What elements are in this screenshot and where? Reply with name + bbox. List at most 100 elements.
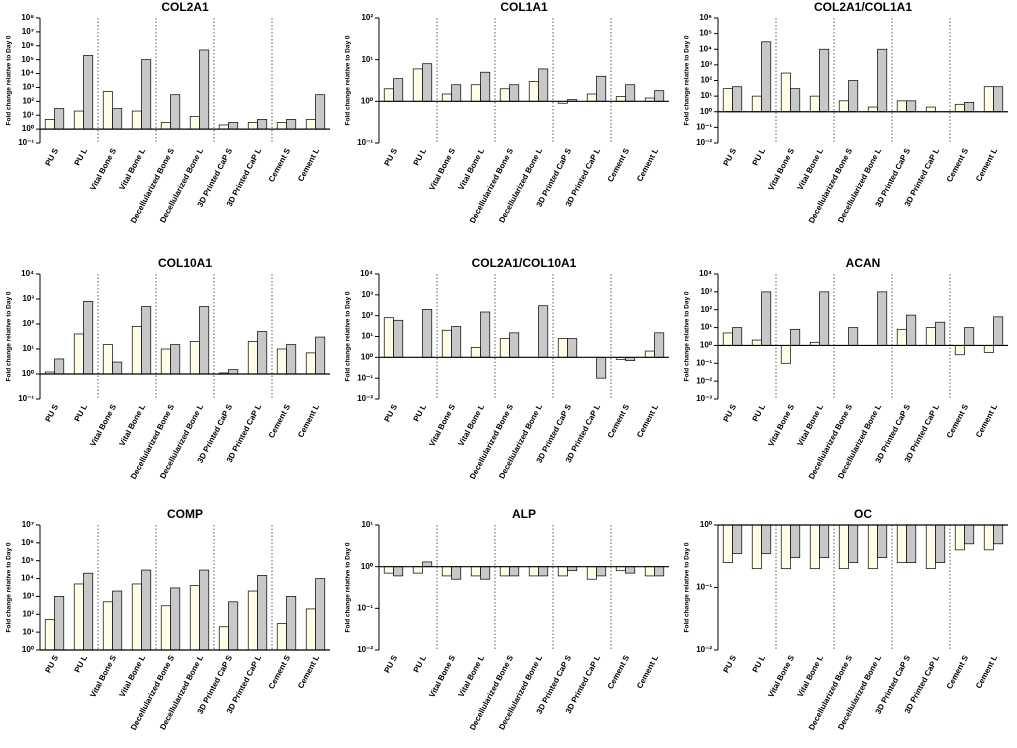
x-tick-label: PU L [412,654,429,674]
bar [112,361,123,375]
bar [983,345,994,353]
y-axis-label: Fold change relative to Day 0 [684,291,691,381]
x-tick-label: Vital Bone S [427,402,457,448]
bar [819,291,830,346]
bar [954,103,965,113]
x-tick-label: Cement L [635,147,660,184]
bar [838,100,849,113]
bar [761,524,772,554]
y-axis-label: Fold change relative to Day 0 [684,542,691,632]
bar [383,317,394,358]
bar [83,55,94,130]
y-tick-label: 10¹ [22,627,34,636]
bar [567,566,578,572]
bar [286,596,297,651]
bar [112,590,123,651]
bar [393,566,404,577]
y-tick-label: 10⁻² [696,376,712,385]
bar [422,309,433,358]
bar [170,344,181,375]
x-tick-label: Vital Bone L [457,403,487,448]
bar [586,93,597,102]
x-tick-label: Cement S [606,146,632,183]
y-tick-label: 10⁰ [22,124,35,133]
bar [877,524,888,559]
bar [305,608,316,651]
y-tick-label: 10⁷ [22,520,34,529]
bar [780,524,791,570]
bar [131,110,142,130]
y-tick-label: 10⁰ [361,96,374,105]
bar [809,524,820,570]
y-tick-label: 10⁵ [21,55,34,64]
y-tick-label: 10⁴ [21,69,34,78]
bar [199,569,210,651]
y-tick-label: 10² [22,609,34,618]
y-tick-label: 10⁰ [22,369,35,378]
bar [499,338,510,358]
bar [422,63,433,102]
y-tick-label: 10⁰ [700,341,713,350]
x-tick-label: Vital Bone S [427,146,457,192]
bar [305,352,316,375]
bar [615,566,626,572]
chart-title: COL2A1/COL1A1 [814,0,912,14]
y-axis-label: Fold change relative to Day 0 [345,291,352,381]
bar [993,316,1004,346]
y-tick-label: 10⁻¹ [696,122,712,131]
bar [925,327,936,346]
bar [954,524,965,551]
bar [451,84,462,102]
bar [761,41,772,113]
bar [73,583,84,651]
bar [654,332,665,358]
y-tick-label: 10⁻¹ [18,394,34,403]
bar [761,291,772,346]
bar [393,319,404,358]
bar [189,116,200,130]
bar [228,122,239,130]
y-tick-label: 10⁻³ [696,394,712,403]
bar [538,566,549,577]
bar [315,336,326,375]
y-tick-label: 10¹ [361,332,373,341]
bar [596,75,607,102]
bar [509,332,520,358]
y-tick-label: 10⁻¹ [357,373,373,382]
y-tick-label: 10⁻¹ [357,603,373,612]
y-axis-label: Fold change relative to Day 0 [345,35,352,125]
y-tick-label: 10⁰ [700,520,713,529]
bar [896,524,907,563]
bar [247,590,258,651]
bar [102,91,113,130]
y-tick-label: 10⁴ [699,269,712,278]
bar [228,369,239,375]
bar [218,124,229,130]
bar [170,587,181,651]
x-tick-label: PU L [73,403,90,423]
x-tick-label: Vital Bone S [427,653,457,699]
chart-title: COL10A1 [158,256,212,270]
bar [993,524,1004,545]
bar [54,596,65,651]
y-axis-label: Fold change relative to Day 0 [684,35,691,125]
bar [964,524,975,545]
y-tick-label: 10⁻¹ [696,583,712,592]
y-tick-label: 10⁴ [360,269,373,278]
y-tick-label: 10⁰ [22,645,35,654]
bar [509,566,520,577]
bar [596,356,607,379]
x-tick-label: PU L [751,654,768,674]
y-tick-label: 10³ [700,60,712,69]
y-tick-label: 10³ [22,592,34,601]
x-tick-label: PU L [73,147,90,167]
bar [315,94,326,130]
x-tick-label: Cement L [974,403,999,440]
bar [538,305,549,358]
y-tick-label: 10¹ [361,520,373,529]
bar [983,524,994,551]
bar [160,605,171,651]
bar [131,326,142,375]
y-tick-label: 10³ [22,83,34,92]
bar [964,327,975,346]
